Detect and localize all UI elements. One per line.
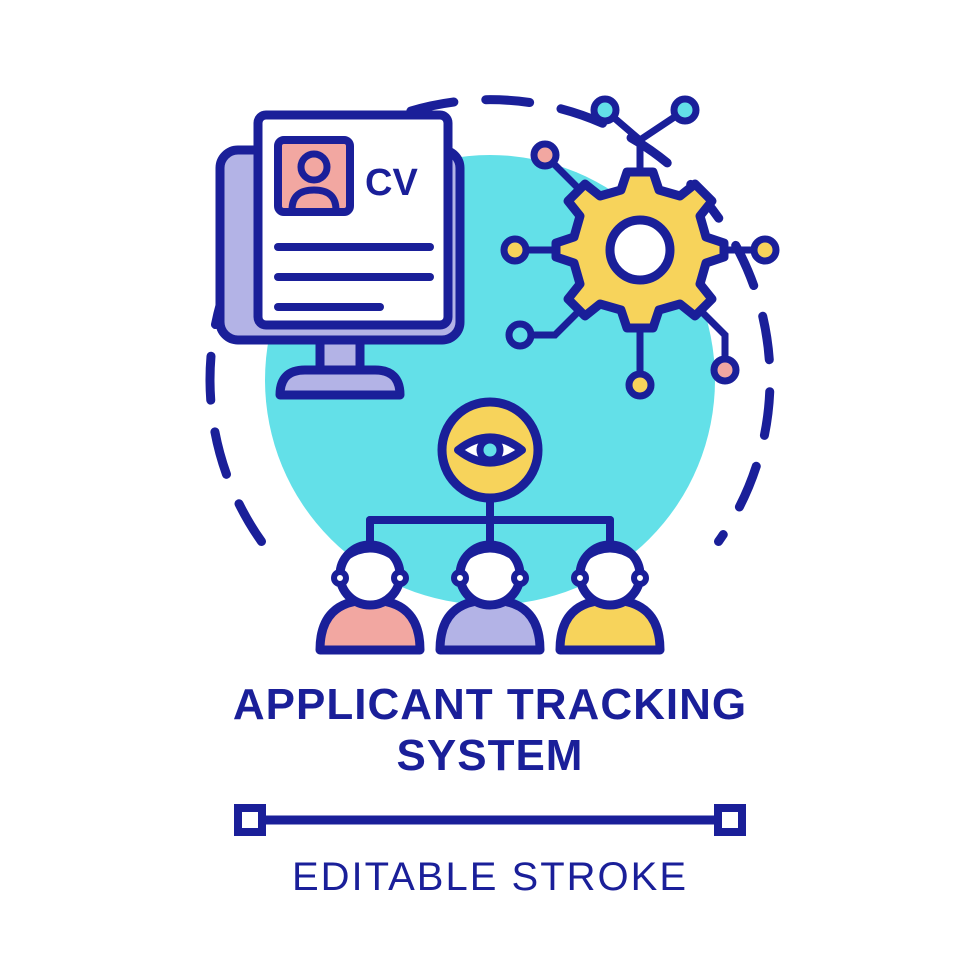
subtitle: EDITABLE STROKE bbox=[0, 855, 980, 900]
title-line-2: SYSTEM bbox=[0, 731, 980, 782]
title-line-1: APPLICANT TRACKING bbox=[0, 680, 980, 731]
cv-label: CV bbox=[365, 162, 418, 204]
people-group bbox=[320, 544, 660, 651]
eye-icon bbox=[442, 402, 538, 498]
divider-line bbox=[238, 808, 742, 832]
title: APPLICANT TRACKING SYSTEM bbox=[0, 680, 980, 781]
infographic-canvas: CV bbox=[0, 0, 980, 980]
illustration-svg: CV bbox=[0, 0, 980, 980]
